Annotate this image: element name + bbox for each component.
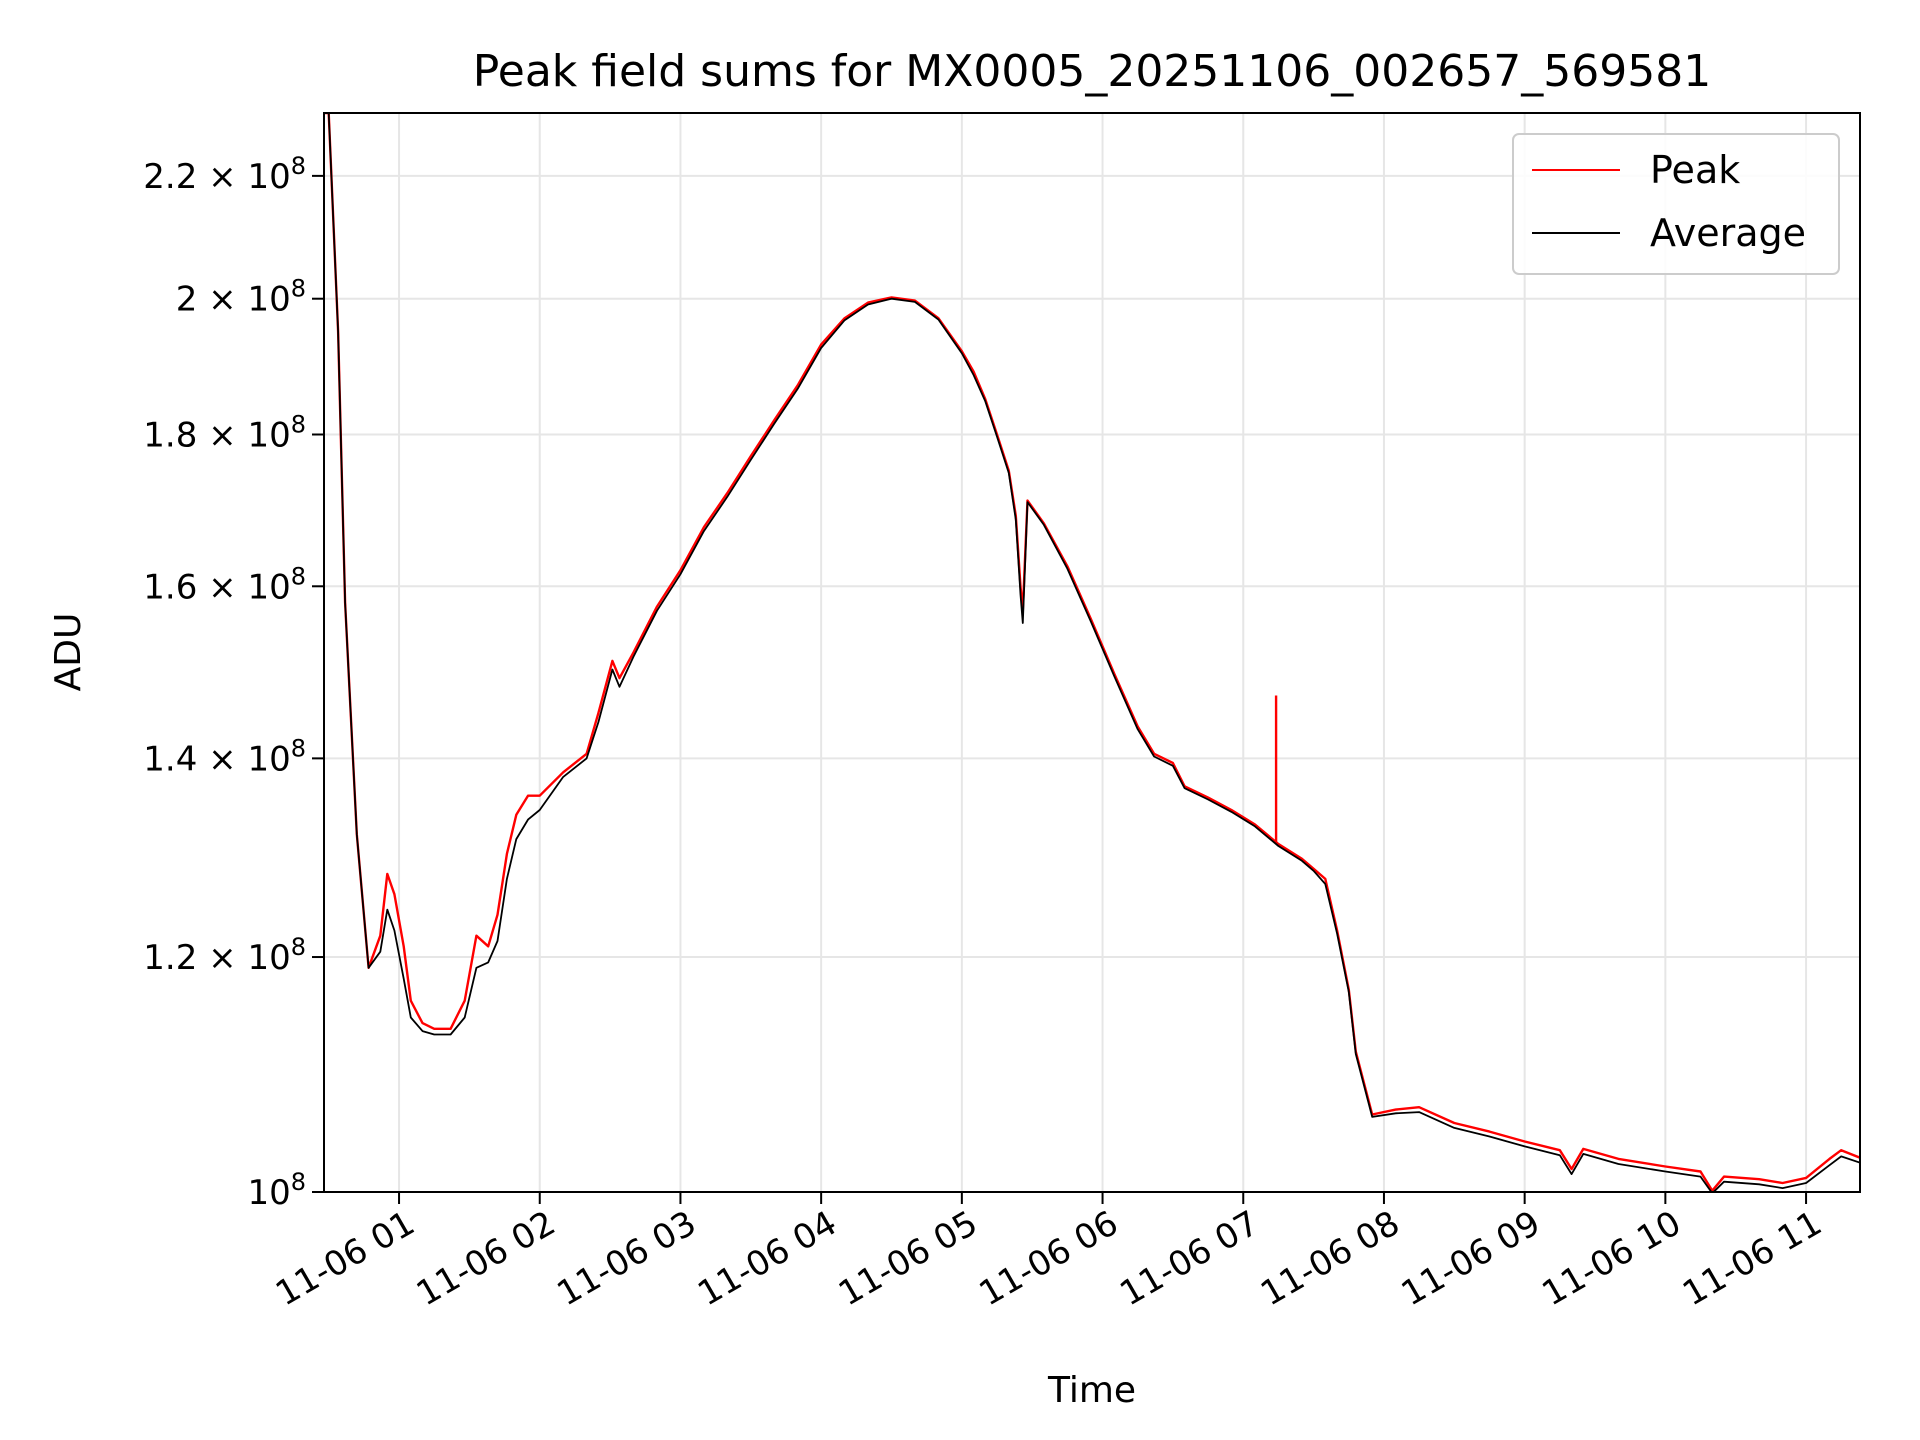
y-tick-label: 2.2 × 108 [143,152,306,197]
y-tick-label: 2 × 108 [176,275,306,320]
y-tick-exponent: 8 [291,933,306,961]
series-layer [324,113,1860,1192]
y-tick-exponent: 8 [291,734,306,762]
y-tick-label: 1.8 × 108 [143,410,306,455]
series-line-average [324,113,1860,1192]
y-tick-label: 1.2 × 108 [143,933,306,978]
legend: Peak Average [1512,133,1840,275]
y-tick-times: × 10 [197,938,290,978]
y-tick-times: × 10 [197,739,290,779]
y-tick-base: 10 [247,1173,290,1213]
y-tick-mantissa: 1.8 [143,415,197,455]
y-tick-mantissa: 1.4 [143,739,197,779]
y-axis-label: ADU [48,613,89,692]
legend-label-average: Average [1650,211,1806,255]
y-tick-times: × 10 [197,280,290,320]
y-tick-times: × 10 [197,415,290,455]
y-tick-exponent: 8 [291,410,306,438]
x-axis-label: Time [1047,1370,1136,1411]
grid [324,113,1860,1193]
y-tick-mantissa: 1.6 [143,567,197,607]
y-tick-mantissa: 2 [176,280,198,320]
y-tick-exponent: 8 [291,152,306,180]
y-tick-mantissa: 1.2 [143,938,197,978]
y-tick-times: × 10 [197,567,290,607]
axes-frame [323,112,1861,1193]
y-tick-times: × 10 [197,157,290,197]
y-tick-exponent: 8 [291,275,306,303]
y-tick-label: 108 [247,1168,306,1213]
legend-label-peak: Peak [1650,148,1740,192]
y-tick-exponent: 8 [291,1168,306,1196]
y-tick-label: 1.4 × 108 [143,734,306,779]
y-tick-label: 1.6 × 108 [143,562,306,607]
y-tick-exponent: 8 [291,562,306,590]
chart-title: Peak field sums for MX0005_20251106_0026… [473,46,1711,97]
y-tick-mantissa: 2.2 [143,157,197,197]
